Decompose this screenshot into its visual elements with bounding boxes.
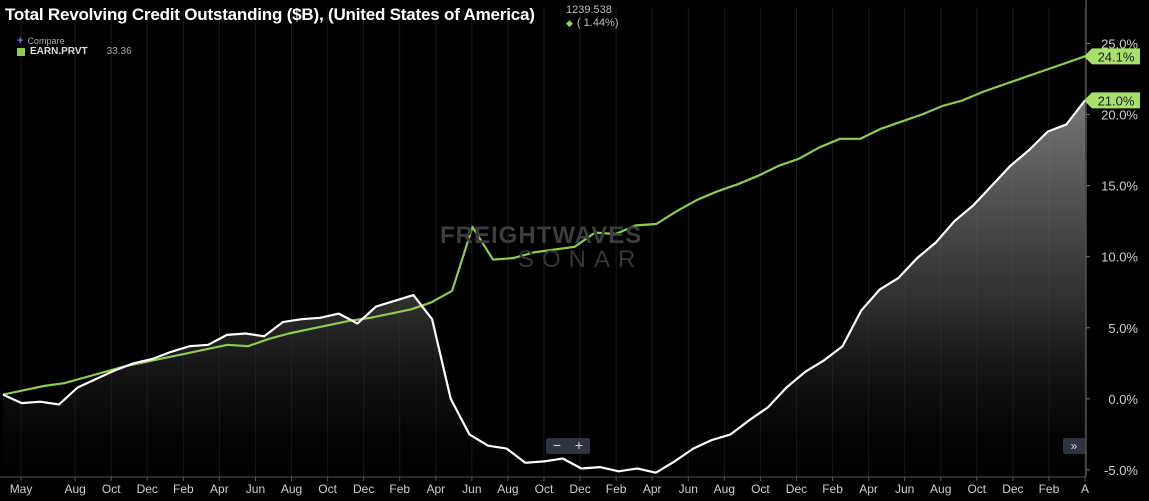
watermark-line1: FREIGHTWAVES bbox=[440, 222, 643, 249]
diamond-icon: ◆ bbox=[566, 18, 573, 28]
y-axis: 25.0% 20.0% 15.0% 10.0% 5.0% 0.0% -5.0% bbox=[1085, 0, 1138, 478]
series-value: 33.36 bbox=[106, 46, 132, 57]
white-end-label: 21.0% bbox=[1098, 93, 1135, 108]
green-end-label: 24.1% bbox=[1098, 49, 1135, 64]
x-tick-label: Apr bbox=[643, 482, 662, 496]
x-tick-label: Feb bbox=[606, 482, 627, 496]
series-code: EARN.PRVT bbox=[30, 46, 88, 57]
scroll-right-button[interactable]: » bbox=[1063, 438, 1085, 454]
x-tick-label: Apr bbox=[426, 482, 445, 496]
green-end-tag bbox=[1084, 48, 1140, 65]
area-fill bbox=[3, 100, 1085, 478]
x-tick-label: Aug bbox=[64, 482, 85, 496]
zoom-in-button[interactable]: + bbox=[574, 437, 584, 453]
latest-change-text: ( 1.44%) bbox=[576, 17, 619, 29]
zoom-out-button[interactable]: − bbox=[552, 437, 562, 453]
x-tick-label: Dec bbox=[786, 482, 807, 496]
white-series-area bbox=[3, 100, 1085, 478]
x-tick-label: Apr bbox=[859, 482, 878, 496]
chart-title: Total Revolving Credit Outstanding ($B),… bbox=[5, 5, 535, 24]
compare-label: Compare bbox=[27, 36, 65, 46]
latest-change: ◆ ( 1.44%) bbox=[566, 17, 619, 30]
x-tick-label: Oct bbox=[967, 482, 986, 496]
compare-button[interactable]: + Compare bbox=[17, 35, 64, 47]
white-end-tag bbox=[1084, 92, 1140, 109]
white-series-line bbox=[2, 99, 1086, 474]
x-tick-label: Jun bbox=[462, 482, 481, 496]
x-tick-label: Feb bbox=[822, 482, 843, 496]
headline-value-box: 1239.538 ◆ ( 1.44%) bbox=[566, 4, 619, 30]
x-tick-label: Jun bbox=[895, 482, 914, 496]
y-tick-label: 5.0% bbox=[1108, 321, 1138, 336]
watermark-logo: FREIGHTWAVES SONAR bbox=[440, 224, 643, 272]
x-tick-label: Oct bbox=[535, 482, 554, 496]
y-tick-label: 0.0% bbox=[1108, 392, 1138, 407]
y-tick-label: -5.0% bbox=[1104, 463, 1138, 478]
x-tick-label: Oct bbox=[318, 482, 337, 496]
x-tick-label: Jun bbox=[246, 482, 265, 496]
end-labels: 24.1% 21.0% bbox=[1084, 48, 1140, 109]
x-tick-label: Dec bbox=[353, 482, 374, 496]
series-lines bbox=[2, 55, 1086, 474]
y-tick-label: 25.0% bbox=[1101, 37, 1138, 52]
x-tick-label: Dec bbox=[137, 482, 158, 496]
x-tick-label: A bbox=[1081, 482, 1089, 496]
zoom-controls: − + bbox=[546, 438, 590, 454]
x-tick-label: Feb bbox=[389, 482, 410, 496]
x-tick-label: Jun bbox=[679, 482, 698, 496]
plus-icon: + bbox=[17, 35, 24, 47]
x-tick-label: Dec bbox=[569, 482, 590, 496]
x-axis: May Aug Oct Dec Feb Apr Jun Aug Oct Dec Feb Apr Jun A… bbox=[0, 476, 1089, 496]
y-tick-label: 15.0% bbox=[1101, 179, 1138, 194]
x-tick-label: Oct bbox=[102, 482, 121, 496]
green-series-line bbox=[2, 55, 1086, 396]
x-tick-label: Feb bbox=[173, 482, 194, 496]
green-swatch-icon bbox=[17, 47, 25, 56]
y-tick-label: 10.0% bbox=[1101, 250, 1138, 265]
x-tick-label: Oct bbox=[751, 482, 770, 496]
x-tick-label: May bbox=[10, 482, 33, 496]
latest-value: 1239.538 bbox=[566, 4, 612, 16]
x-tick-label: Feb bbox=[1039, 482, 1060, 496]
series-legend[interactable]: EARN.PRVT 33.36 bbox=[17, 46, 132, 57]
y-tick-label: 20.0% bbox=[1101, 108, 1138, 123]
x-tick-label: Dec bbox=[1002, 482, 1023, 496]
x-tick-label: Aug bbox=[497, 482, 518, 496]
watermark-line2: SONAR bbox=[518, 246, 644, 273]
x-tick-label: Aug bbox=[281, 482, 302, 496]
x-tick-label: Aug bbox=[714, 482, 735, 496]
x-tick-label: Apr bbox=[210, 482, 229, 496]
x-tick-label: Aug bbox=[930, 482, 951, 496]
